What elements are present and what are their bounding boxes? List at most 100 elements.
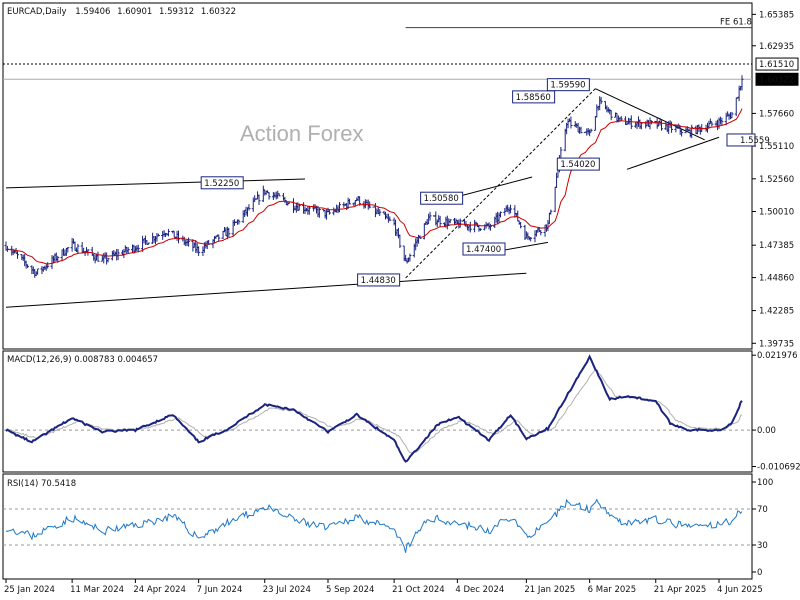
svg-text:1.47400: 1.47400 <box>466 245 501 255</box>
candle <box>509 204 513 214</box>
price-tick-label: 1.52560 <box>759 175 794 185</box>
triangle-lower-line <box>626 136 720 170</box>
annotation-1.44830: 1.44830 <box>357 273 401 287</box>
candle <box>237 219 241 225</box>
time-tick-label: 5 Sep 2024 <box>326 585 374 595</box>
candle <box>519 221 523 229</box>
triangle-upper-line <box>595 88 705 141</box>
price-tags: 1.61510 1.60322 1.5559 <box>726 57 799 147</box>
candle <box>599 96 603 105</box>
candle <box>549 209 553 215</box>
candle <box>398 234 402 249</box>
price-axis: 1.65385 1.62935 1.57660 1.55110 1.52560 1.500… <box>752 10 794 349</box>
price-tick-label: 1.57660 <box>759 109 794 119</box>
candle <box>593 116 597 131</box>
candle <box>16 251 19 259</box>
candle <box>569 116 573 129</box>
candle <box>257 194 261 205</box>
candle <box>76 243 80 255</box>
ohlc-close: 1.60322 <box>201 7 236 17</box>
macd-line <box>5 354 743 463</box>
candle <box>267 192 271 200</box>
resistance-price-tag: 1.61510 <box>755 57 799 71</box>
pivot-price-tag: 1.5559 <box>726 133 770 147</box>
candle <box>710 121 714 127</box>
svg-text:1.59590: 1.59590 <box>550 81 585 91</box>
fe-618-label: FE 61.8 <box>720 18 752 28</box>
macd-tick-label: -0.010692 <box>757 463 800 473</box>
rsi-tick-label: 70 <box>757 505 768 515</box>
svg-text:1.44830: 1.44830 <box>361 276 396 286</box>
candle <box>297 203 301 211</box>
candle <box>458 218 462 228</box>
annotation-1.47400: 1.47400 <box>462 242 506 256</box>
candle <box>358 196 362 206</box>
candle <box>166 228 170 237</box>
candle <box>488 223 492 231</box>
svg-text:1.54020: 1.54020 <box>560 160 595 170</box>
ohlc-open: 1.59406 <box>75 7 110 17</box>
candle <box>156 233 160 237</box>
price-tick-label: 1.44860 <box>759 274 794 284</box>
rsi-line <box>5 498 743 553</box>
macd-panel-title: MACD(12,26,9) 0.008783 0.004657 <box>7 355 158 365</box>
time-tick-label: 6 Mar 2025 <box>588 585 636 595</box>
candle <box>539 230 543 236</box>
annotation-1.58560: 1.58560 <box>512 90 556 104</box>
candle <box>468 221 472 233</box>
time-tick-label: 7 Jun 2024 <box>197 585 243 595</box>
watermark: Action Forex <box>240 121 364 146</box>
time-axis: 25 Jan 2024 11 Mar 2024 24 Apr 2024 7 Jun 2… <box>4 579 763 595</box>
annotation-1.54020: 1.54020 <box>556 157 600 171</box>
candle <box>348 198 352 205</box>
candle <box>136 244 140 253</box>
candle <box>277 193 281 197</box>
price-tick-label: 1.42285 <box>759 307 794 317</box>
candle <box>146 242 150 245</box>
macd-signal-line <box>5 368 743 454</box>
candle <box>106 257 110 263</box>
candle <box>529 236 533 242</box>
candle <box>740 75 744 91</box>
lower-channel-line <box>5 272 527 308</box>
candle <box>734 97 738 117</box>
price-panel-frame <box>2 2 753 350</box>
candle <box>317 207 321 218</box>
candle <box>338 202 341 213</box>
candle <box>448 219 452 224</box>
annotation-1.59590: 1.59590 <box>546 78 590 92</box>
time-tick-label: 21 Jan 2025 <box>524 585 575 595</box>
price-panel-title: EURCAD,Daily 1.59406 1.60901 1.59312 1.6… <box>7 7 236 17</box>
time-tick-label: 24 Apr 2024 <box>133 585 186 595</box>
candle <box>378 209 382 216</box>
time-tick-label: 21 Oct 2024 <box>392 585 445 595</box>
svg-text:1.61510: 1.61510 <box>759 60 794 70</box>
time-tick-label: 4 Dec 2024 <box>455 585 504 595</box>
annotation-1.50580: 1.50580 <box>420 191 464 205</box>
macd-tick-label: 0.00 <box>757 426 776 436</box>
candle <box>609 110 613 121</box>
moving-average-line <box>6 108 743 265</box>
svg-text:1.58560: 1.58560 <box>516 93 551 103</box>
macd-panel: 0.021976 0.00 -0.010692 <box>3 351 800 473</box>
time-tick-label: 23 Jul 2024 <box>263 585 311 595</box>
candle <box>553 186 557 212</box>
candle <box>438 215 442 227</box>
candle <box>36 268 40 275</box>
rsi-tick-label: 100 <box>757 478 773 488</box>
candle <box>307 205 311 215</box>
symbol-title: EURCAD,Daily <box>7 7 67 17</box>
svg-text:1.50580: 1.50580 <box>424 194 459 204</box>
candle <box>177 230 180 244</box>
swing-annotations: 1.52250 1.50580 1.44830 1.47400 1.58560 1.595… <box>200 78 600 287</box>
rsi-tick-label: 0 <box>757 568 762 578</box>
candle <box>187 237 191 247</box>
trendlines <box>5 88 720 308</box>
candle <box>690 124 694 139</box>
current-price-tag: 1.60322 <box>755 72 799 86</box>
upper-channel-line <box>5 178 306 189</box>
candle <box>388 216 392 222</box>
candle <box>499 211 502 218</box>
annotation-1.52250: 1.52250 <box>200 176 244 190</box>
